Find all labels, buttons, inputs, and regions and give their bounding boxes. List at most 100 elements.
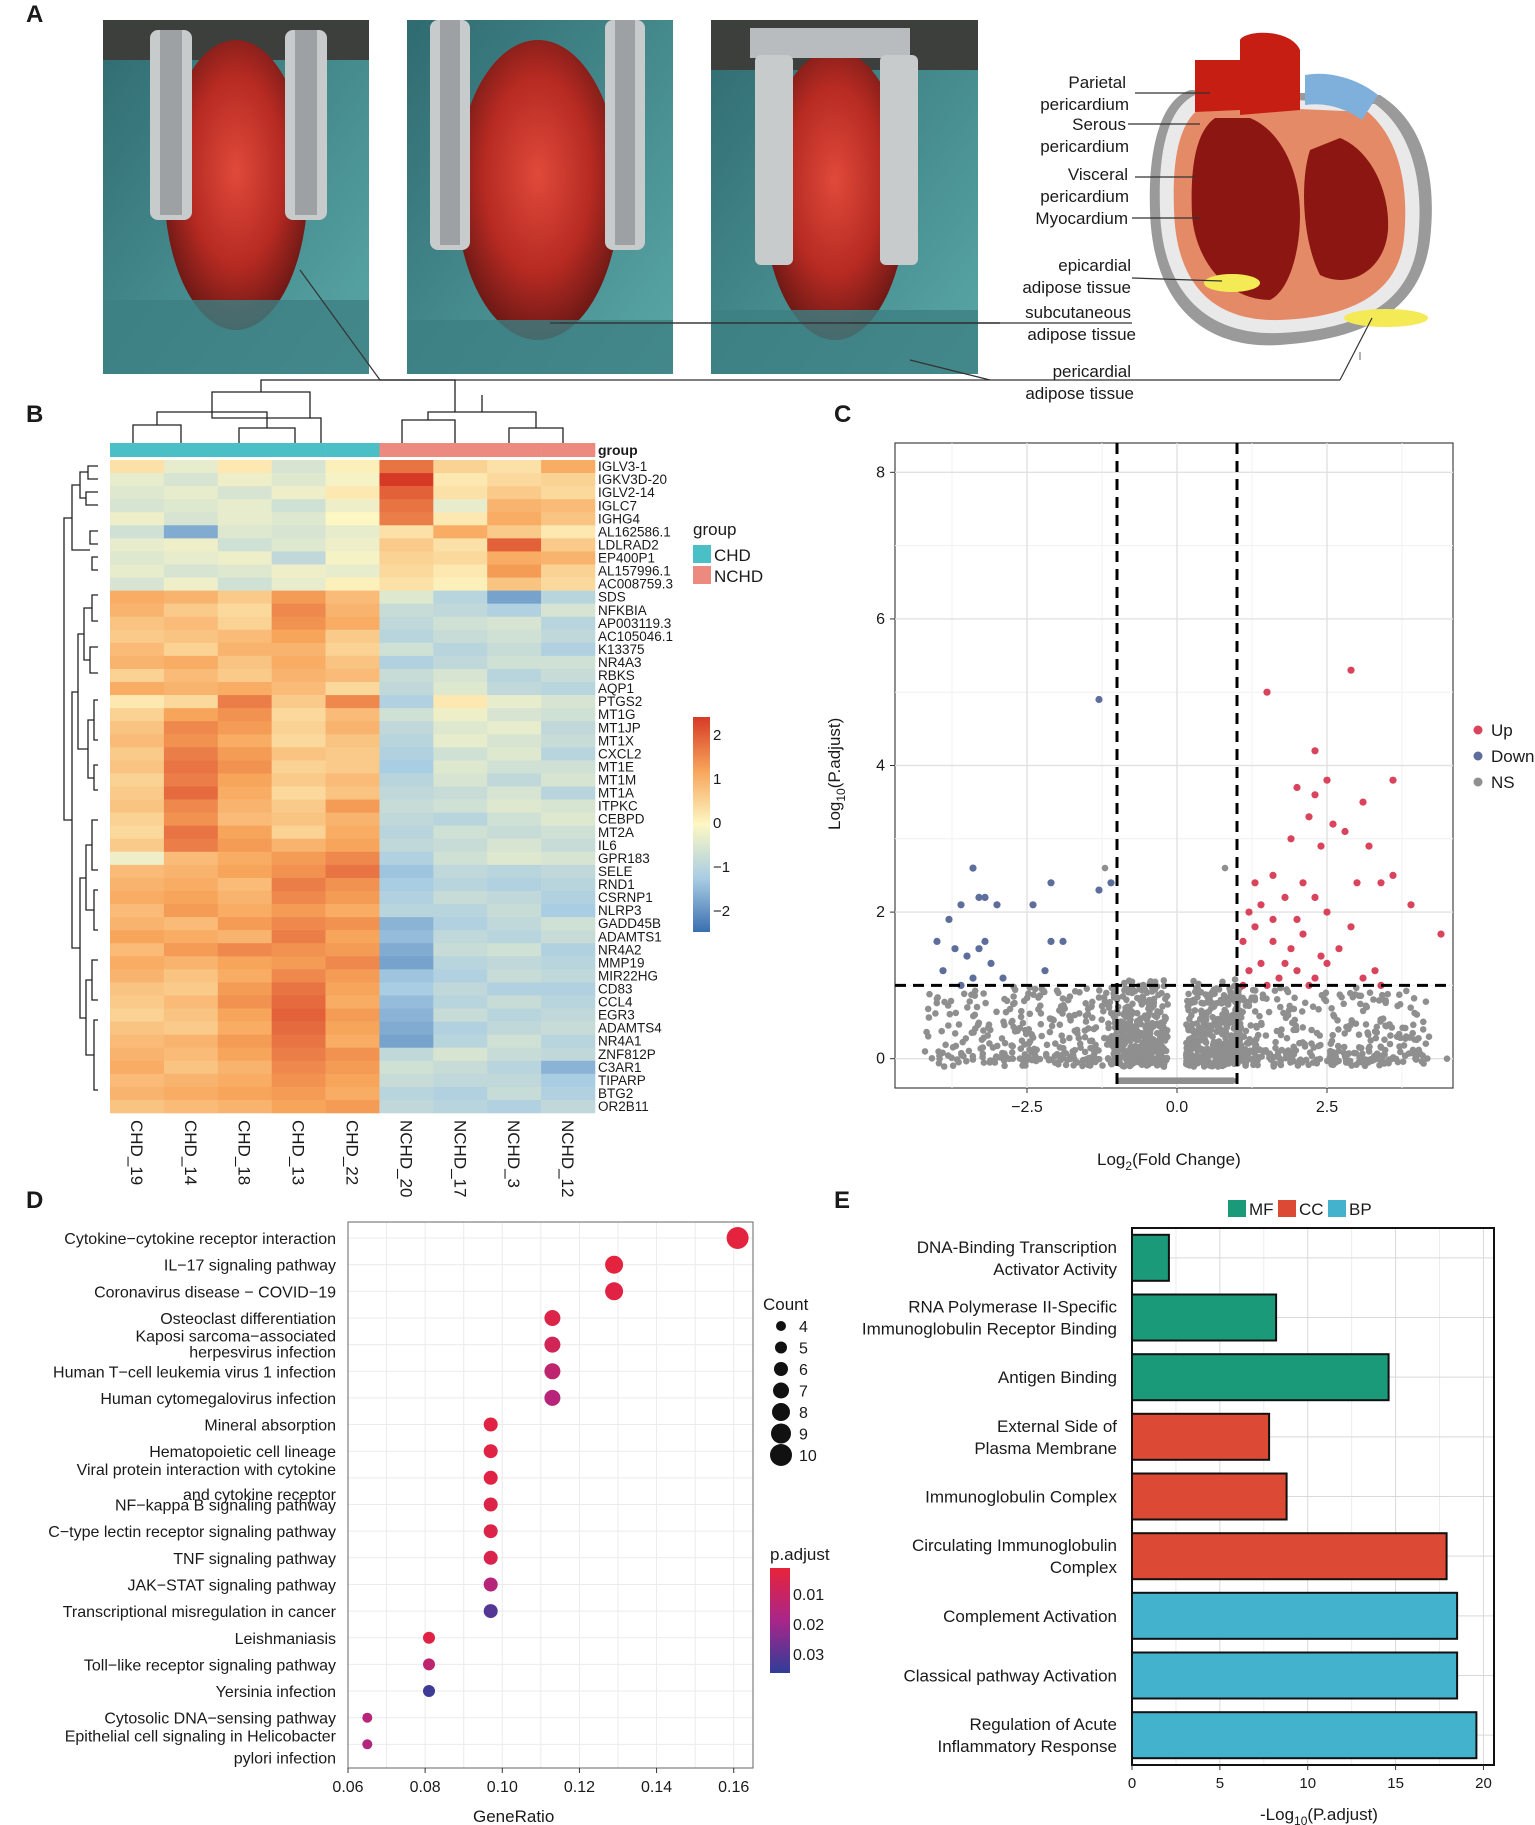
volcano-point-ns: [924, 1005, 932, 1013]
heatmap-cell: [110, 904, 165, 918]
heatmap-cell: [217, 1099, 272, 1114]
volcano-point-ns: [1076, 1040, 1084, 1048]
volcano-point-ns: [1070, 1062, 1077, 1069]
dotplot-point: [423, 1658, 435, 1671]
volcano-point-ns: [1357, 992, 1365, 1000]
volcano-point-ns: [1424, 1055, 1431, 1062]
group-annotation-cell: [271, 443, 326, 457]
volcano-point-ns: [1206, 1022, 1213, 1029]
heatmap-column-labels: CHD_19 CHD_14 CHD_18 CHD_13 CHD_22 NCHD_20 NCH…: [127, 1120, 577, 1197]
volcano-point-up: [1263, 981, 1271, 990]
term-label: TNF signaling pathway: [173, 1551, 336, 1568]
volcano-point-up: [1311, 974, 1319, 982]
volcano-point-ns: [1114, 994, 1121, 1001]
volcano-point-ns: [1327, 1047, 1334, 1055]
heatmap-cell: [487, 1086, 542, 1101]
count-legend-dot: [775, 1341, 787, 1354]
volcano-point-ns: [1411, 1009, 1418, 1017]
volcano-point-ns: [1099, 1062, 1106, 1069]
heatmap-cell: [163, 838, 219, 853]
volcano-point-ns: [1083, 985, 1091, 992]
group-annotation-cell: [217, 443, 272, 457]
heatmap-row-label: RND1: [598, 877, 635, 892]
heatmap-cell: [541, 760, 596, 774]
heatmap-cell: [379, 564, 434, 578]
heatmap-cell: [325, 486, 380, 500]
heatmap-cell: [487, 877, 542, 892]
dotplot-point: [544, 1336, 561, 1353]
x-tick-label: 0: [1128, 1775, 1136, 1792]
volcano-point-ns: [1030, 991, 1037, 998]
volcano-point-ns: [938, 1027, 945, 1035]
heatmap-cell: [271, 1086, 326, 1101]
volcano-point-ns: [1419, 1026, 1427, 1033]
volcano-point-ns: [1262, 1032, 1270, 1039]
volcano-point-ns: [980, 1034, 987, 1042]
heatmap-cell: [433, 538, 488, 552]
volcano-point-ns: [958, 1049, 965, 1057]
volcano-point-ns: [1371, 1028, 1379, 1035]
volcano-point-up: [1245, 908, 1253, 916]
heatmap-row-label: MT1G: [598, 707, 636, 722]
heatmap-cell: [541, 734, 596, 748]
count-legend-dot: [773, 1382, 789, 1399]
heatmap-cell: [271, 603, 326, 618]
heatmap-cell: [110, 538, 165, 552]
heatmap-cell: [217, 995, 272, 1009]
panel-label-e: E: [834, 1187, 850, 1214]
heatmap-cell: [379, 1021, 434, 1035]
term-label: Coronavirus disease − COVID−19: [94, 1284, 336, 1301]
heatmap-cell: [217, 734, 272, 748]
volcano-point-ns: [1060, 1044, 1067, 1052]
heatmap-cell: [325, 629, 380, 644]
heatmap-column-label: NCHD_12: [558, 1120, 577, 1197]
panel-label-c: C: [834, 401, 851, 428]
volcano-point-ns: [963, 1057, 970, 1065]
heatmap-cell: [541, 460, 596, 474]
volcano-point-ns: [1124, 1003, 1131, 1010]
bar-category-labels: DNA-Binding Transcription Activator Activ…: [862, 1238, 1118, 1756]
heatmap-cell: [217, 486, 272, 500]
heatmap-cell: [271, 877, 326, 892]
heatmap-cell: [110, 473, 165, 487]
heatmap-cell: [325, 603, 380, 618]
group-annotation-cell: [379, 443, 434, 457]
count-legend-label: 10: [799, 1448, 817, 1465]
volcano-point-up: [1335, 945, 1343, 953]
volcano-point-down: [957, 901, 965, 909]
heatmap-row-label: AC008759.3: [598, 577, 673, 592]
volcano-point-up: [1347, 923, 1355, 931]
volcano-point-ns: [1406, 1034, 1414, 1041]
heatmap-cell: [433, 825, 488, 840]
volcano-point-up: [1245, 967, 1253, 975]
volcano-point-ns: [952, 1009, 960, 1017]
volcano-point-down: [993, 901, 1001, 909]
heatmap-cell: [110, 851, 165, 866]
heatmap-cell: [217, 930, 272, 944]
heatmap-col-dendrogram: [132, 379, 564, 443]
heatmap-cell: [271, 682, 326, 696]
volcano-point-ns: [1000, 1018, 1007, 1025]
heatmap-cell: [217, 838, 272, 853]
dotplot-point: [423, 1685, 435, 1697]
heatmap-cell: [271, 838, 326, 853]
annotation-title: group: [598, 442, 638, 458]
volcano-point-ns: [1095, 1055, 1103, 1063]
count-legend-title: Count: [763, 1295, 809, 1314]
heatmap-cell: [271, 734, 326, 748]
volcano-point-up: [1311, 747, 1319, 755]
volcano-point-ns: [1056, 1007, 1063, 1014]
volcano-point-up: [1311, 893, 1319, 902]
volcano-thresholds: [895, 443, 1453, 1088]
volcano-point-ns: [1066, 1012, 1073, 1020]
volcano-point-ns: [1265, 1008, 1273, 1016]
heatmap-cell: [541, 538, 596, 552]
volcano-point-ns: [971, 992, 979, 999]
volcano-point-ns: [926, 990, 933, 998]
heatmap-row-label: OR2B11: [598, 1099, 649, 1114]
heatmap-cell: [271, 1060, 326, 1075]
term-label: Hematopoietic cell lineage: [149, 1444, 336, 1461]
volcano-points: [921, 666, 1451, 1084]
volcano-point-ns: [1138, 1001, 1146, 1008]
x-tick-label: 0.12: [564, 1779, 595, 1796]
